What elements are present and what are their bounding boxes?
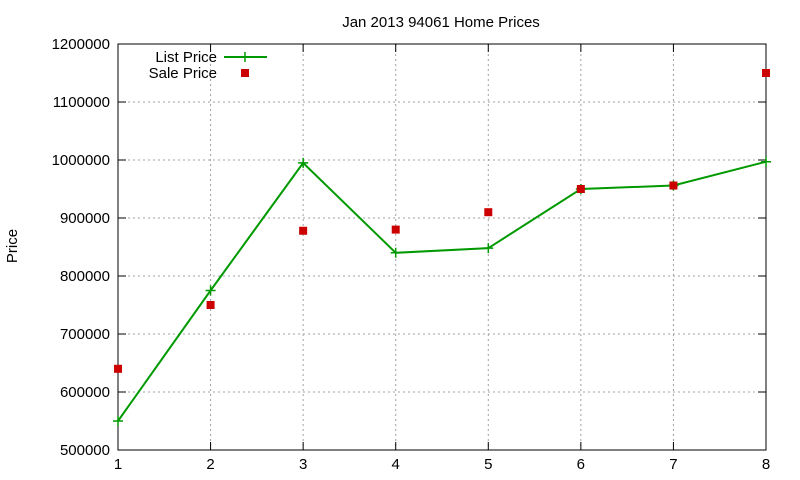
x-tick-label: 4	[392, 456, 400, 473]
series-0	[113, 156, 771, 426]
sale-price-point	[669, 181, 678, 190]
grid	[118, 44, 766, 450]
list-price-point	[113, 416, 123, 426]
x-tick-label: 5	[484, 456, 492, 473]
list-price-point	[298, 157, 309, 168]
legend-plus-sample	[240, 52, 250, 62]
plot-border	[117, 43, 767, 451]
sale-price-point	[114, 364, 122, 373]
x-tick-label: 7	[669, 456, 677, 473]
sale-price-point	[206, 301, 215, 309]
sale-price-point	[762, 69, 770, 77]
series-1	[114, 69, 770, 373]
y-tick-label: 900000	[60, 210, 110, 227]
legend-label: List Price	[155, 49, 217, 66]
x-tick-label: 1	[114, 456, 122, 473]
list-price-line	[117, 160, 767, 422]
x-tick-label: 8	[762, 456, 770, 473]
y-tick-label: 1100000	[53, 94, 110, 111]
list-price-point	[761, 156, 771, 167]
sale-price-point	[484, 208, 493, 217]
y-tick-label: 1000000	[52, 152, 110, 169]
chart-title: Jan 2013 94061 Home Prices	[342, 14, 540, 31]
sale-price-point	[576, 185, 585, 193]
x-tick-label: 6	[577, 456, 585, 473]
legend-square-sample	[241, 69, 249, 77]
list-price-point	[483, 243, 494, 254]
legend-label: Sale Price	[149, 65, 217, 82]
y-tick-label: 800000	[60, 268, 110, 285]
x-tick-label: 2	[206, 456, 214, 473]
y-axis-label: Price	[4, 229, 21, 263]
x-tick-label: 3	[299, 456, 307, 473]
sale-price-point	[391, 225, 400, 234]
y-tick-label: 700000	[60, 326, 110, 343]
list-price-point	[205, 285, 216, 296]
series	[113, 69, 771, 426]
list-price-point	[390, 247, 401, 258]
y-tick-label: 600000	[60, 384, 110, 401]
sale-price-point	[299, 226, 308, 235]
y-tick-label: 1200000	[52, 36, 110, 53]
axis-ticks: 500000 600000 700000 800000 900000 1000000 110…	[52, 36, 771, 473]
y-tick-label: 500000	[60, 442, 110, 459]
